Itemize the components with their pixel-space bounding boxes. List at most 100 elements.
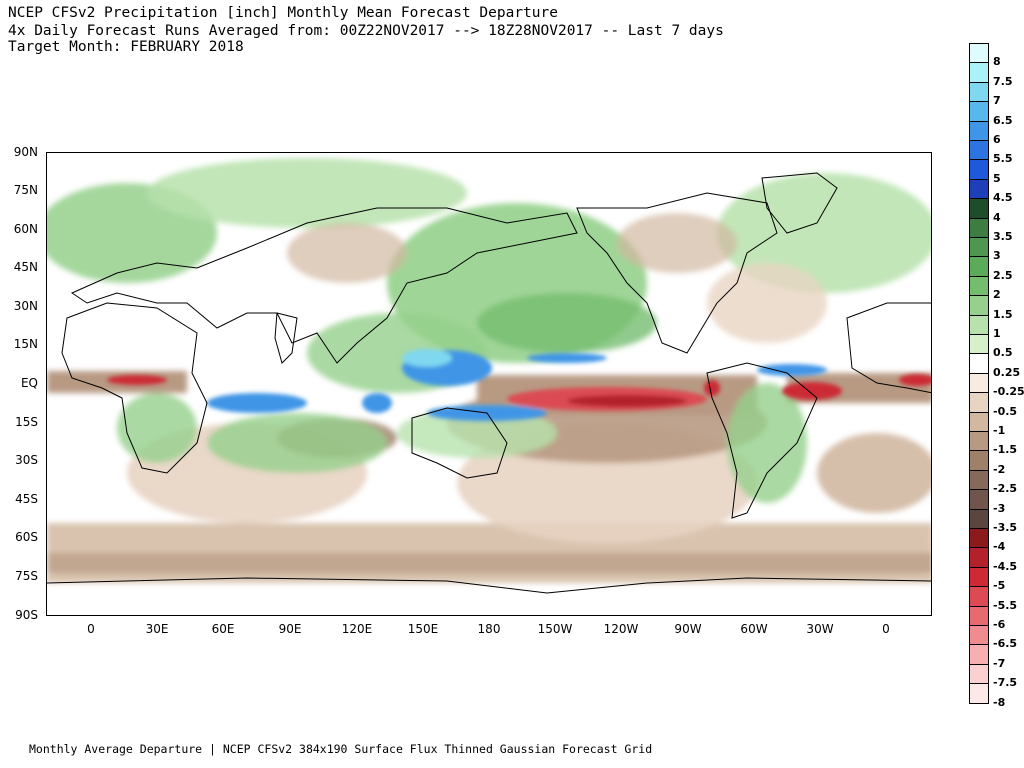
colorbar-cell (969, 120, 989, 141)
colorbar-label: -5 (993, 579, 1006, 593)
colorbar-label: 7.5 (993, 74, 1013, 88)
colorbar-label: 4 (993, 210, 1001, 224)
lat-label-30S: 30S (15, 453, 38, 467)
colorbar-label: -4 (993, 540, 1006, 554)
lat-label-15S: 15S (15, 415, 38, 429)
colorbar-label: -0.5 (993, 404, 1018, 418)
colorbar-cell (969, 450, 989, 471)
lat-label-45N: 45N (13, 260, 38, 274)
lon-label-30E: 30E (145, 622, 169, 636)
colorbar-cell (969, 81, 989, 103)
colorbar-label: -7 (993, 656, 1006, 670)
colorbar-cell (969, 566, 989, 588)
colorbar-cell (969, 547, 989, 568)
colorbar-cell (969, 586, 989, 607)
colorbar-cell (969, 237, 989, 258)
colorbar-label: 1 (993, 327, 1001, 340)
colorbar-label: 3.5 (993, 230, 1013, 243)
footer-caption: Monthly Average Departure | NCEP CFSv2 3… (29, 742, 653, 756)
lat-label-75N: 75N (13, 183, 38, 197)
lat-label-90N: 90N (13, 145, 38, 159)
colorbar-cell (969, 392, 989, 413)
colorbar-cell (969, 644, 989, 665)
colorbar-label: 5 (993, 171, 1001, 185)
colorbar-label: 0.5 (993, 346, 1013, 360)
colorbar-cell (969, 508, 989, 529)
colorbar-label: -1 (993, 424, 1006, 437)
colorbar-cell (969, 314, 989, 335)
colorbar-label: -0.25 (993, 385, 1024, 399)
lon-label-60E: 60E (211, 622, 235, 636)
lat-label-90S: 90S (15, 608, 38, 622)
colorbar-cell (969, 663, 989, 685)
colorbar-label: 4.5 (993, 191, 1013, 205)
colorbar-cell (969, 43, 989, 64)
colorbar-cell (969, 605, 989, 626)
colorbar-label: -2 (993, 462, 1006, 476)
colorbar-cell (969, 528, 989, 549)
continent-outlines (47, 172, 931, 594)
lon-label-60W: 60W (740, 622, 768, 636)
colorbar-cell (969, 140, 989, 161)
lat-label-30N: 30N (13, 299, 38, 313)
colorbar-label: 8 (993, 55, 1001, 69)
title-line-3: Target Month: FEBRUARY 2018 (8, 39, 244, 55)
colorbar-label: 5.5 (993, 152, 1013, 166)
colorbar-label: -6.5 (993, 637, 1018, 651)
lon-label-30W: 30W (806, 622, 834, 636)
colorbar-label: 2.5 (993, 268, 1013, 282)
colorbar-label: -2.5 (993, 482, 1018, 496)
colorbar-cell (969, 217, 989, 238)
colorbar-cell (969, 295, 989, 316)
title-line-1: NCEP CFSv2 Precipitation [inch] Monthly … (8, 5, 558, 21)
colorbar-cell (969, 198, 989, 219)
lat-label-75S: 75S (15, 569, 38, 583)
colorbar-label: -3 (993, 501, 1006, 515)
lat-label-15N: 15N (13, 337, 38, 351)
colorbar-label: -4.5 (993, 559, 1018, 573)
colorbar-cell (969, 625, 989, 646)
lon-label-120E: 120E (341, 622, 373, 636)
colorbar-cell (969, 469, 989, 491)
precip-departure-map[interactable] (47, 153, 932, 616)
colorbar-cell (969, 334, 989, 355)
colorbar-cell (969, 256, 989, 277)
colorbar-cell (969, 353, 989, 374)
colorbar-label: -5.5 (993, 598, 1018, 612)
colorbar-cell (969, 101, 989, 122)
colorbar-cell (969, 159, 989, 180)
colorbar-cell (969, 683, 989, 704)
lon-label-0-right: 0 (882, 622, 890, 636)
colorbar-label: -7.5 (993, 676, 1018, 690)
title-line-2: 4x Daily Forecast Runs Averaged from: 00… (8, 23, 724, 39)
lon-label-150E: 150E (407, 622, 439, 636)
colorbar-label: 2 (993, 288, 1001, 302)
map-panel[interactable] (46, 152, 932, 616)
colorbar-cell (969, 489, 989, 510)
colorbar-cell (969, 431, 989, 452)
colorbar-label: 6 (993, 133, 1001, 146)
lon-label-90W: 90W (674, 622, 702, 636)
colorbar-label: 7 (993, 94, 1001, 108)
lon-label-150W: 150W (537, 622, 573, 636)
lon-label-90E: 90E (278, 622, 302, 636)
lat-label-45S: 45S (15, 492, 38, 506)
colorbar-label: -1.5 (993, 443, 1018, 457)
lon-label-0: 0 (87, 622, 95, 636)
colorbar-label: 0.25 (993, 365, 1021, 379)
colorbar-cell (969, 62, 989, 83)
lat-label-60S: 60S (15, 530, 38, 544)
colorbar-label: -8 (993, 695, 1006, 709)
colorbar-label: -6 (993, 618, 1006, 631)
colorbar-cell (969, 411, 989, 432)
lon-label-120W: 120W (603, 622, 639, 636)
lat-label-EQ: EQ (20, 376, 38, 390)
colorbar-cell (969, 275, 989, 297)
colorbar-label: -3.5 (993, 521, 1018, 534)
colorbar-cell (969, 178, 989, 200)
lat-label-60N: 60N (13, 222, 38, 236)
colorbar-label: 3 (993, 249, 1001, 263)
lon-label-180: 180 (477, 622, 501, 636)
colorbar-label: 6.5 (993, 113, 1013, 127)
colorbar-cell (969, 372, 989, 394)
